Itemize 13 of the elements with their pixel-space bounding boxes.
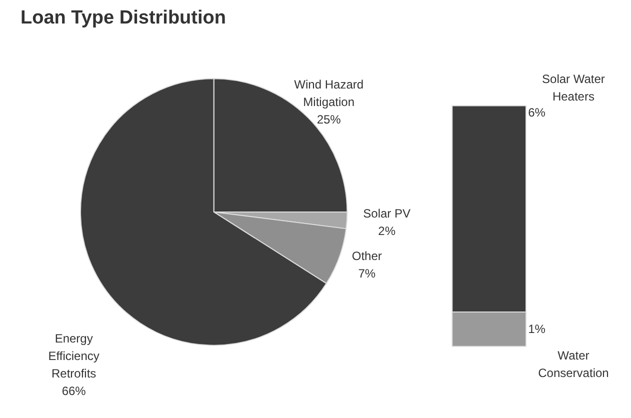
slice-label: Solar PV [363, 206, 411, 221]
series-label: Water Conservation [538, 348, 609, 380]
data-label: 2% [378, 224, 396, 238]
data-label: 1% [528, 322, 546, 336]
chart-title: Loan Type Distribution [20, 8, 226, 28]
slice-label: Other [352, 248, 382, 263]
data-label: 6% [528, 106, 546, 120]
data-label: 7% [358, 266, 376, 280]
data-label: 25% [316, 112, 342, 126]
slice-label: Energy Efficiency Retrofits [48, 332, 100, 381]
slice-label: Wind Hazard Mitigation [294, 78, 364, 109]
data-label: 66% [62, 384, 86, 398]
series-label: Solar Water Heaters [542, 72, 605, 104]
